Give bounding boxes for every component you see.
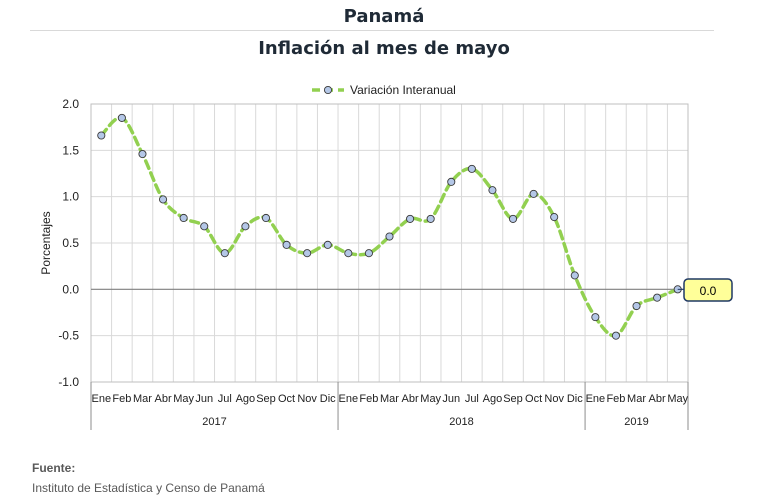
y-tick-label: -1.0: [58, 375, 79, 389]
x-tick-label: Dic: [320, 393, 336, 405]
x-tick-label: May: [420, 393, 441, 405]
y-tick-label: 2.0: [62, 97, 79, 111]
data-point: [611, 331, 620, 340]
data-point: [179, 213, 188, 223]
x-tick-label: Jul: [218, 393, 232, 405]
x-tick-label: Mar: [627, 393, 646, 405]
x-tick-label: Oct: [278, 393, 295, 405]
data-point: [570, 271, 579, 280]
annotation-box: [683, 278, 733, 302]
data-point: [447, 177, 456, 186]
data-point: [138, 149, 147, 159]
legend-marker: [323, 85, 333, 95]
data-point: [426, 214, 435, 223]
source-text: Instituto de Estadística y Censo de Pana…: [32, 481, 265, 495]
x-tick-label: Dic: [567, 393, 583, 405]
data-point: [344, 249, 353, 258]
chart-title: Panamá: [343, 6, 425, 27]
x-tick-label: May: [667, 393, 688, 405]
data-point: [117, 113, 126, 122]
data-point: [508, 214, 518, 223]
data-point: [467, 164, 476, 173]
data-point: [303, 249, 312, 258]
source-label: Fuente:: [32, 461, 76, 475]
x-tick-label: Oct: [525, 393, 542, 405]
data-point: [591, 313, 600, 322]
title-divider: [30, 30, 714, 31]
data-point: [385, 232, 394, 241]
x-tick-label: Mar: [380, 393, 399, 405]
x-tick-label: Ene: [339, 393, 359, 405]
data-point: [323, 240, 332, 249]
y-tick-label: 1.5: [62, 143, 79, 157]
x-tick-label: Jun: [195, 393, 213, 405]
x-tick-label: Feb: [112, 393, 131, 405]
y-axis-label: Porcentajes: [39, 211, 53, 274]
x-tick-label: Nov: [544, 393, 564, 405]
y-tick-label: 1.0: [62, 190, 79, 204]
year-label: 2018: [449, 416, 473, 428]
year-label: 2017: [202, 416, 226, 428]
x-tick-label: Sep: [503, 393, 523, 405]
data-point: [406, 214, 415, 223]
data-point: [488, 186, 497, 195]
data-point: [529, 189, 538, 198]
x-tick-label: Jun: [442, 393, 460, 405]
data-point: [653, 293, 662, 302]
x-tick-label: Mar: [133, 393, 152, 405]
data-point: [550, 213, 559, 222]
data-point: [261, 213, 271, 223]
x-tick-label: Abr: [154, 393, 171, 405]
x-tick-label: Feb: [359, 393, 378, 405]
x-tick-label: Nov: [297, 393, 317, 405]
data-point: [159, 195, 168, 204]
data-point: [220, 249, 229, 258]
x-tick-label: Ago: [236, 393, 256, 405]
x-tick-label: Abr: [402, 393, 419, 405]
plot-border: [90, 103, 689, 383]
y-tick-label: 0.0: [62, 282, 79, 296]
x-tick-label: Abr: [649, 393, 666, 405]
legend-label: Variación Interanual: [350, 83, 456, 97]
data-point: [282, 240, 291, 249]
x-tick-label: Ene: [586, 393, 606, 405]
data-point: [97, 131, 106, 140]
x-tick-label: Feb: [606, 393, 625, 405]
data-point: [200, 222, 209, 231]
chart-subtitle: Inflación al mes de mayo: [258, 38, 510, 59]
annotation-label: 0.0: [700, 284, 717, 298]
x-tick-label: Jul: [465, 393, 479, 405]
x-tick-label: Sep: [256, 393, 276, 405]
y-tick-label: -0.5: [58, 329, 79, 343]
year-label: 2019: [624, 416, 648, 428]
x-tick-label: Ago: [483, 393, 503, 405]
data-point: [364, 249, 373, 258]
data-point: [632, 301, 641, 311]
y-tick-label: 0.5: [62, 236, 79, 250]
x-tick-label: May: [173, 393, 194, 405]
data-point: [241, 222, 250, 231]
x-tick-label: Ene: [92, 393, 112, 405]
